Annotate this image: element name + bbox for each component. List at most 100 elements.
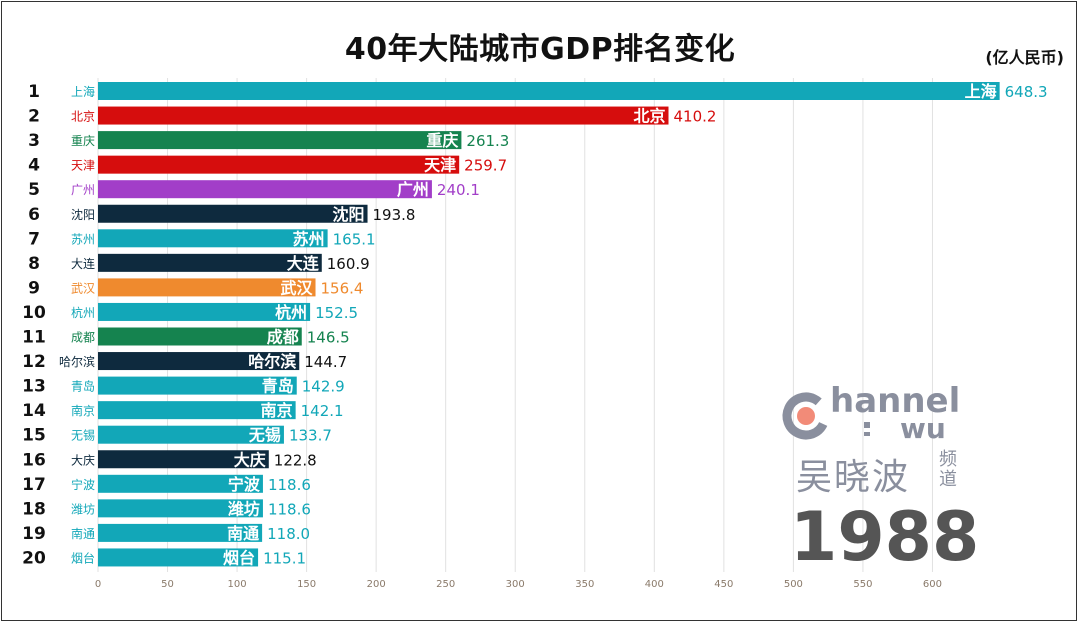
city-axis-label: 上海 — [71, 84, 95, 99]
x-tick-label: 50 — [161, 579, 174, 590]
bar-city-label: 烟台 — [223, 548, 255, 567]
city-axis-label: 重庆 — [71, 134, 95, 148]
x-tick-label: 300 — [506, 579, 525, 590]
city-axis-label: 沈阳 — [71, 207, 95, 222]
unit-label: (亿人民币) — [985, 48, 1064, 67]
value-label: 259.7 — [464, 157, 507, 175]
bar — [98, 155, 460, 174]
bar — [98, 131, 462, 150]
city-axis-label: 南通 — [71, 526, 95, 541]
rank-number: 15 — [22, 426, 46, 446]
bar — [98, 425, 284, 444]
bar-city-label: 上海 — [965, 82, 997, 101]
bar — [98, 548, 259, 567]
city-axis-label: 天津 — [71, 159, 95, 173]
logo-colon-icon — [864, 422, 870, 428]
chart-title: 40年大陆城市GDP排名变化 — [344, 32, 736, 67]
rank-number: 17 — [22, 475, 46, 495]
logo-dot-icon — [797, 407, 815, 425]
x-tick-label: 0 — [95, 579, 101, 590]
x-tick-label: 450 — [714, 579, 733, 590]
value-label: 144.7 — [304, 353, 347, 371]
bar-city-label: 大连 — [287, 254, 320, 273]
bar-city-label: 天津 — [424, 156, 456, 175]
rank-number: 5 — [28, 180, 40, 200]
logo-pindao: 频道 — [939, 449, 957, 490]
x-tick-label: 200 — [367, 579, 386, 590]
rank-number: 1 — [28, 82, 40, 102]
bar — [98, 352, 300, 371]
bar — [98, 229, 328, 248]
rank-number: 16 — [22, 450, 46, 470]
x-tick-label: 250 — [436, 579, 455, 590]
logo-line2: wu — [900, 412, 946, 445]
city-axis-label: 杭州 — [71, 305, 95, 320]
rank-number: 4 — [28, 156, 40, 176]
x-tick-label: 550 — [853, 579, 872, 590]
city-axis-label: 成都 — [71, 331, 95, 345]
value-label: 410.2 — [673, 108, 716, 126]
bar — [98, 82, 1000, 100]
bar — [98, 327, 302, 346]
bar — [98, 302, 311, 321]
value-label: 193.8 — [373, 206, 416, 224]
bar — [98, 499, 263, 518]
logo-colon-icon-2 — [864, 432, 870, 436]
city-axis-label: 南京 — [71, 403, 95, 418]
city-axis-label: 武汉 — [71, 281, 95, 295]
city-axis-label: 大庆 — [71, 453, 95, 467]
value-label: 133.7 — [289, 427, 332, 445]
rank-number: 18 — [22, 499, 46, 519]
rank-number: 20 — [22, 548, 46, 568]
bar-city-label: 无锡 — [248, 426, 281, 445]
rank-number: 2 — [28, 107, 40, 127]
bar — [98, 106, 669, 125]
value-label: 142.9 — [302, 378, 345, 396]
bar — [98, 523, 263, 542]
x-tick-label: 100 — [228, 579, 247, 590]
city-axis-label: 无锡 — [71, 428, 95, 443]
rank-number: 12 — [22, 352, 46, 372]
value-label: 115.1 — [263, 549, 306, 567]
rank-number: 14 — [22, 401, 46, 421]
value-label: 165.1 — [333, 230, 376, 248]
bar — [98, 401, 296, 420]
channel-wu-logo: hannel wu — [782, 381, 960, 445]
value-label: 240.1 — [437, 181, 480, 199]
x-tick-label: 150 — [297, 579, 316, 590]
x-tick-label: 350 — [575, 579, 594, 590]
city-axis-label: 潍坊 — [71, 501, 95, 516]
rank-number: 8 — [28, 254, 40, 274]
bar-city-label: 哈尔滨 — [248, 352, 296, 371]
value-label: 152.5 — [315, 304, 358, 322]
city-axis-label: 青岛 — [71, 379, 95, 394]
value-label: 156.4 — [321, 279, 364, 297]
year-label: 1988 — [790, 498, 980, 577]
bar-city-label: 宁波 — [228, 475, 261, 494]
bar — [98, 253, 322, 272]
city-axis-label: 烟台 — [71, 550, 95, 565]
bar — [98, 376, 297, 395]
value-label: 146.5 — [307, 329, 350, 347]
value-label: 122.8 — [274, 451, 317, 469]
value-label: 118.6 — [268, 500, 311, 518]
x-tick-label: 500 — [784, 579, 803, 590]
city-axis-label: 大连 — [71, 256, 95, 271]
city-axis-label: 北京 — [71, 110, 95, 124]
value-label: 118.0 — [267, 525, 310, 543]
rank-number: 11 — [22, 328, 46, 348]
logo-line1: hannel — [830, 381, 960, 421]
logo-c-ring-icon — [782, 392, 830, 440]
rank-number: 10 — [22, 303, 46, 323]
rank-number: 7 — [28, 229, 40, 249]
city-axis-label: 哈尔滨 — [59, 354, 95, 369]
bar-city-label: 武汉 — [281, 278, 314, 297]
value-label: 648.3 — [1005, 83, 1048, 101]
x-tick-label: 400 — [645, 579, 664, 590]
x-tick-label: 600 — [923, 579, 942, 590]
rank-number: 19 — [22, 524, 46, 544]
rank-number: 9 — [28, 278, 40, 298]
value-label: 142.1 — [301, 402, 344, 420]
bar-city-label: 大庆 — [234, 450, 266, 469]
